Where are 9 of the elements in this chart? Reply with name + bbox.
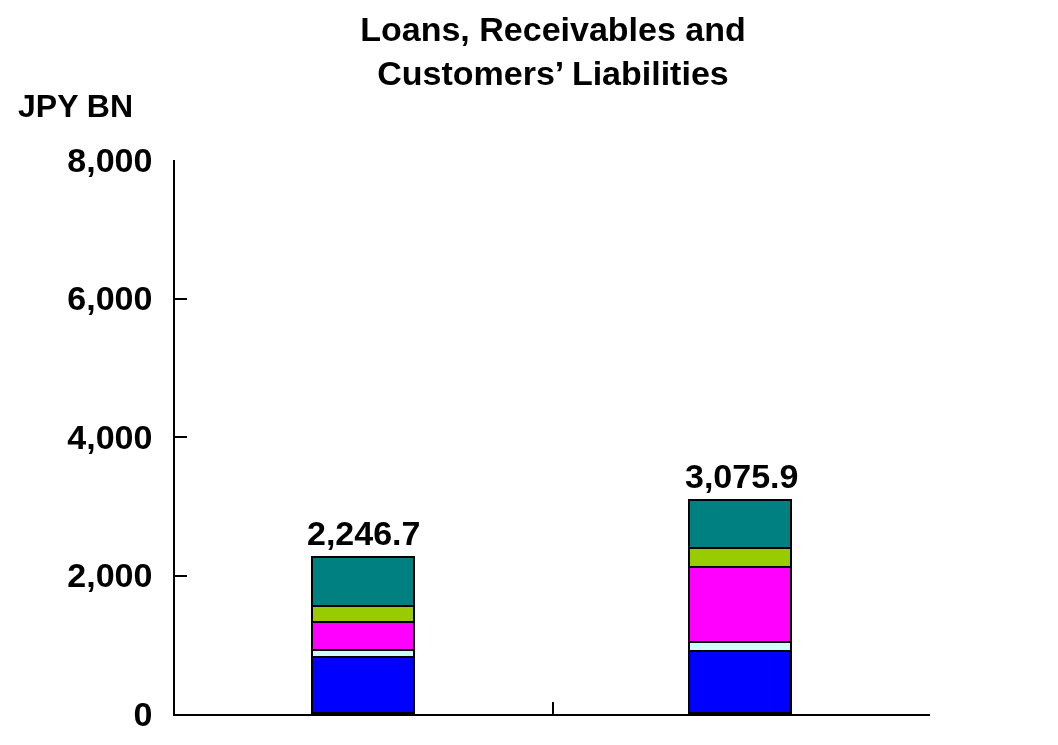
y-tick-label: 0 xyxy=(133,694,153,733)
y-tick-label: 2,000 xyxy=(67,556,153,595)
total-label: 2,246.7 xyxy=(307,514,421,552)
y-tick-label: 8,000 xyxy=(67,140,153,179)
chart-title: Loans, Receivables and Customers’ Liabilities xyxy=(360,9,746,92)
y-axis-title: JPY BN xyxy=(18,88,134,124)
total-label: 3,075.9 xyxy=(685,457,799,495)
y-tick-label: 4,000 xyxy=(67,417,153,456)
y-tick-label: 6,000 xyxy=(67,279,153,318)
